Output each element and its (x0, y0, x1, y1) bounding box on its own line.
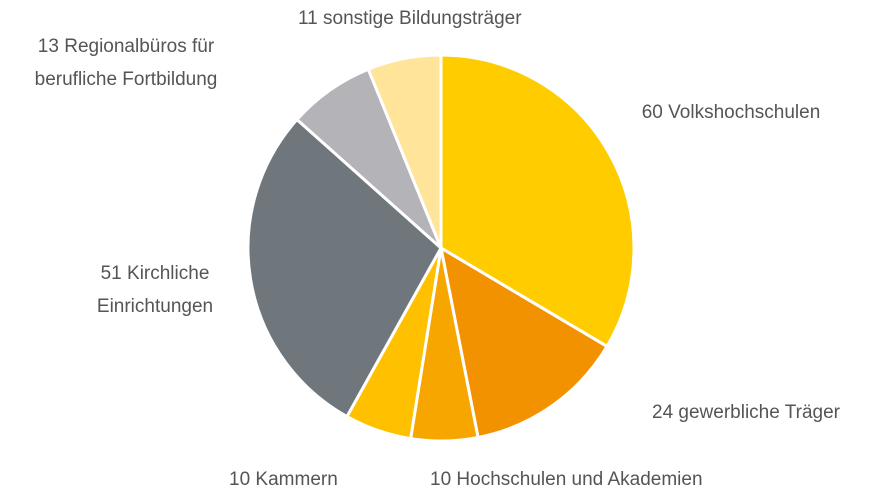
pie-slice (439, 246, 609, 439)
slice-value: 51 (100, 263, 122, 284)
slice-label: 13 Regionalbüros für berufliche Fortbild… (1, 30, 251, 96)
slice-value: 24 (652, 402, 674, 423)
slice-category: Regionalbüros für berufliche Fortbildung (34, 36, 218, 90)
slice-category: sonstige Bildungsträger (323, 8, 522, 29)
slice-value: 60 (641, 102, 663, 123)
slice-label: 10 Hochschulen und Akademien (430, 463, 703, 496)
slice-category: gewerbliche Träger (678, 402, 841, 423)
slice-label: 11 sonstige Bildungsträger (298, 2, 522, 35)
slice-value: 10 (229, 469, 251, 490)
slice-category: Kirchliche Einrichtungen (96, 263, 214, 317)
slice-value: 11 (298, 8, 318, 29)
slice-label: 24 gewerbliche Träger (652, 396, 840, 429)
slice-label: 51 Kirchliche Einrichtungen (75, 257, 235, 323)
slice-category: Hochschulen und Akademien (456, 469, 703, 490)
pie-slice (246, 118, 443, 419)
pie-slice (439, 53, 636, 348)
slice-value: 10 (430, 469, 452, 490)
slice-label: 10 Kammern (229, 463, 338, 496)
slice-category: Volkshochschulen (668, 102, 821, 123)
pie-slice (366, 53, 443, 250)
slice-category: Kammern (255, 469, 338, 490)
slice-label: 60 Volkshochschulen (626, 96, 836, 129)
slice-value: 13 (37, 36, 59, 57)
